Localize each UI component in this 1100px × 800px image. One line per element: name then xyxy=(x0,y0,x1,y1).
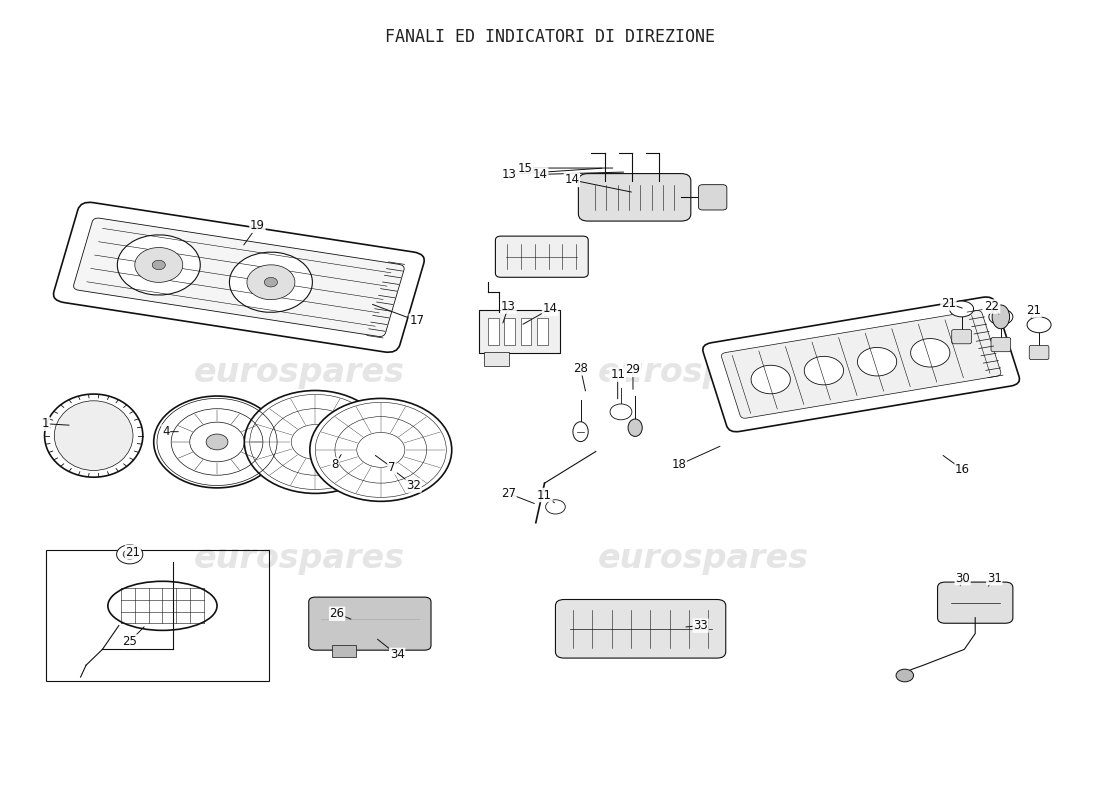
Circle shape xyxy=(118,235,200,295)
Bar xyxy=(45,550,270,681)
FancyBboxPatch shape xyxy=(937,582,1013,623)
Text: 7: 7 xyxy=(388,461,396,474)
Circle shape xyxy=(804,356,844,385)
Circle shape xyxy=(246,265,295,300)
Text: 11: 11 xyxy=(537,489,552,502)
Text: eurospares: eurospares xyxy=(194,356,405,389)
Text: 26: 26 xyxy=(330,607,344,620)
Text: 8: 8 xyxy=(331,458,339,471)
Text: 4: 4 xyxy=(162,425,169,438)
Circle shape xyxy=(857,347,896,376)
FancyBboxPatch shape xyxy=(952,330,971,344)
Text: 14: 14 xyxy=(542,302,558,315)
FancyBboxPatch shape xyxy=(722,310,1001,418)
Circle shape xyxy=(244,390,386,494)
Text: 16: 16 xyxy=(955,463,970,476)
Text: 30: 30 xyxy=(955,572,970,585)
Bar xyxy=(504,318,515,345)
Ellipse shape xyxy=(54,401,133,470)
FancyBboxPatch shape xyxy=(74,218,404,337)
Text: 21: 21 xyxy=(125,546,141,558)
Text: 22: 22 xyxy=(984,300,1000,313)
Ellipse shape xyxy=(573,422,588,442)
FancyBboxPatch shape xyxy=(579,174,691,221)
Bar xyxy=(520,318,531,345)
Text: eurospares: eurospares xyxy=(597,542,808,575)
Bar xyxy=(332,645,355,658)
Text: 33: 33 xyxy=(693,619,708,632)
Ellipse shape xyxy=(949,301,974,317)
FancyBboxPatch shape xyxy=(703,297,1020,432)
Ellipse shape xyxy=(992,305,1010,329)
Circle shape xyxy=(117,545,143,564)
FancyBboxPatch shape xyxy=(698,185,727,210)
Text: 21: 21 xyxy=(1026,304,1041,317)
Text: 18: 18 xyxy=(671,458,686,471)
Text: 13: 13 xyxy=(502,300,516,313)
Text: 15: 15 xyxy=(517,162,532,174)
Ellipse shape xyxy=(1027,317,1052,333)
FancyBboxPatch shape xyxy=(1030,346,1049,360)
Text: 34: 34 xyxy=(389,649,405,662)
Ellipse shape xyxy=(628,419,642,437)
Text: eurospares: eurospares xyxy=(597,356,808,389)
Ellipse shape xyxy=(108,582,217,630)
FancyBboxPatch shape xyxy=(54,202,425,352)
FancyBboxPatch shape xyxy=(991,338,1011,352)
Text: 19: 19 xyxy=(250,219,265,232)
Text: 31: 31 xyxy=(987,572,1002,585)
Bar xyxy=(537,318,548,345)
Circle shape xyxy=(610,404,631,420)
Circle shape xyxy=(546,500,565,514)
Text: 14: 14 xyxy=(564,174,580,186)
Text: 11: 11 xyxy=(610,368,625,381)
Circle shape xyxy=(896,669,913,682)
Bar xyxy=(484,352,508,366)
Text: eurospares: eurospares xyxy=(194,542,405,575)
FancyBboxPatch shape xyxy=(556,599,726,658)
FancyBboxPatch shape xyxy=(495,236,588,278)
Text: 25: 25 xyxy=(122,635,138,648)
FancyBboxPatch shape xyxy=(478,310,560,353)
FancyBboxPatch shape xyxy=(309,597,431,650)
Text: 1: 1 xyxy=(42,418,50,430)
Text: 29: 29 xyxy=(626,363,640,377)
Circle shape xyxy=(751,366,791,394)
Text: 21: 21 xyxy=(940,297,956,310)
Circle shape xyxy=(206,434,228,450)
Circle shape xyxy=(911,338,950,367)
Circle shape xyxy=(123,550,136,559)
Text: 27: 27 xyxy=(500,487,516,500)
Text: 32: 32 xyxy=(406,479,421,492)
Circle shape xyxy=(152,260,165,270)
Text: 28: 28 xyxy=(573,362,588,375)
Text: 14: 14 xyxy=(532,168,548,181)
Circle shape xyxy=(310,398,452,502)
Text: 17: 17 xyxy=(409,314,425,327)
Circle shape xyxy=(230,252,312,312)
Circle shape xyxy=(135,247,183,282)
Bar xyxy=(487,318,498,345)
Ellipse shape xyxy=(989,309,1013,325)
Ellipse shape xyxy=(45,394,143,477)
Text: FANALI ED INDICATORI DI DIREZIONE: FANALI ED INDICATORI DI DIREZIONE xyxy=(385,28,715,46)
Circle shape xyxy=(154,396,280,488)
Circle shape xyxy=(264,278,277,287)
Text: 13: 13 xyxy=(503,168,517,181)
